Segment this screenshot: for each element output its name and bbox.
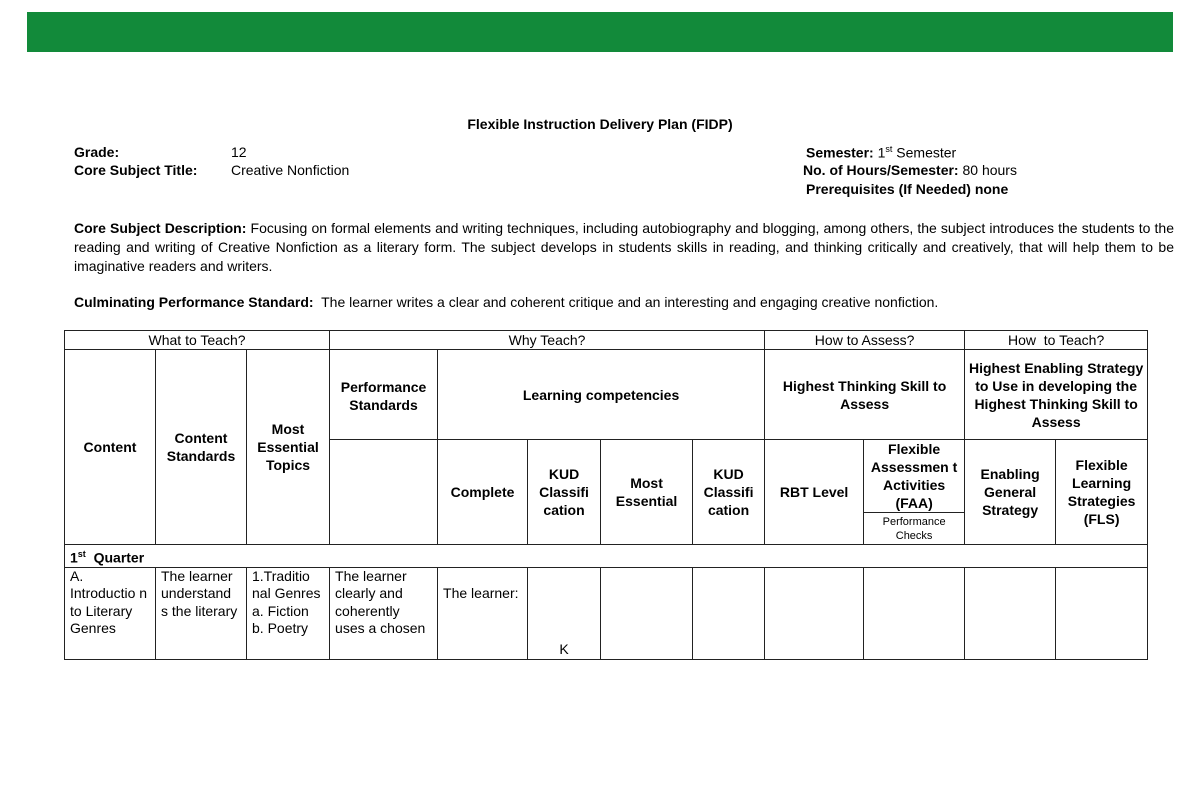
semester: Semester: 1st Semester: [806, 144, 956, 161]
prereq-value: none: [974, 181, 1009, 197]
col-content-standards: Content Standards: [155, 349, 247, 545]
subject-value: Creative Nonfiction: [231, 162, 350, 178]
col-performance-standards: Performance Standards: [329, 349, 439, 440]
hours: No. of Hours/Semester: 80 hours: [803, 162, 1017, 178]
prerequisites: Prerequisites (If Needed) none: [806, 181, 1008, 197]
grade-value: 12: [231, 144, 247, 160]
document-title: Flexible Instruction Delivery Plan (FIDP…: [467, 116, 733, 132]
col-most-essential-topics: Most Essential Topics: [245, 349, 331, 545]
prereq-label: Prerequisites (If Needed): [806, 181, 971, 197]
col-highest-thinking-skill: Highest Thinking Skill to Assess: [764, 349, 966, 440]
standard-label: Culminating Performance Standard:: [74, 294, 314, 310]
col-performance-checks: Performance Checks: [863, 512, 966, 545]
group-why-teach: Why Teach?: [329, 330, 766, 350]
performance-standards-sub: [329, 439, 439, 545]
culminating-standard: Culminating Performance Standard: The le…: [74, 293, 1174, 312]
quarter-num: 1: [70, 549, 78, 566]
cell-kud: K: [527, 566, 602, 660]
col-complete: Complete: [437, 439, 529, 545]
semester-sup: st: [885, 144, 893, 154]
cell-content-standards: The learner understand s the literary: [155, 566, 247, 660]
col-kud-classification-2: KUD Classifi cation: [692, 439, 766, 545]
quarter-row: 1st Quarter: [63, 544, 1149, 568]
cell-empty: [764, 566, 865, 660]
hours-label: No. of Hours/Semester:: [803, 162, 959, 178]
cell-empty: [964, 566, 1057, 660]
table-row: A. Introductio n to Literary Genres The …: [64, 566, 1149, 660]
grade-label: Grade:: [74, 144, 120, 160]
description-text: Focusing on formal elements and writing …: [74, 220, 1175, 274]
hours-value: 80 hours: [962, 162, 1017, 178]
quarter-label: Quarter: [93, 549, 145, 566]
col-highest-enabling-strategy: Highest Enabling Strategy to Use in deve…: [964, 349, 1149, 440]
semester-num: 1: [877, 144, 886, 161]
cell-content: A. Introductio n to Literary Genres: [64, 566, 156, 660]
subject-description: Core Subject Description: Focusing on fo…: [74, 219, 1174, 276]
group-how-to-teach: How to Teach?: [964, 330, 1149, 350]
col-fls: Flexible Learning Strategies (FLS): [1055, 439, 1149, 545]
cell-empty: [692, 566, 766, 660]
cell-empty: [1055, 566, 1149, 660]
cell-empty: [863, 566, 966, 660]
semester-label: Semester:: [806, 144, 874, 161]
quarter-sup: st: [77, 549, 86, 559]
col-enabling-general-strategy: Enabling General Strategy: [964, 439, 1057, 545]
cell-topics: 1.Traditio nal Genres a. Fiction b. Poet…: [245, 566, 331, 660]
col-learning-competencies: Learning competencies: [437, 349, 766, 440]
group-how-to-assess: How to Assess?: [764, 330, 966, 350]
col-content: Content: [64, 349, 156, 545]
col-most-essential: Most Essential: [600, 439, 694, 545]
description-label: Core Subject Description:: [74, 220, 247, 236]
standard-text: The learner writes a clear and coherent …: [321, 294, 939, 310]
subject-label: Core Subject Title:: [74, 162, 198, 178]
cell-complete: The learner:: [437, 566, 529, 660]
cell-empty: [600, 566, 694, 660]
cell-performance: The learner clearly and coherently uses …: [329, 566, 439, 660]
group-what-to-teach: What to Teach?: [63, 330, 331, 350]
header-bar: [27, 12, 1173, 52]
fidp-table: What to Teach? Why Teach? How to Assess?…: [63, 330, 1149, 660]
col-rbt-level: RBT Level: [764, 439, 865, 545]
col-kud-classification-1: KUD Classifi cation: [527, 439, 602, 545]
col-faa: Flexible Assessmen t Activities (FAA): [863, 439, 966, 513]
semester-rest: Semester: [896, 144, 957, 161]
